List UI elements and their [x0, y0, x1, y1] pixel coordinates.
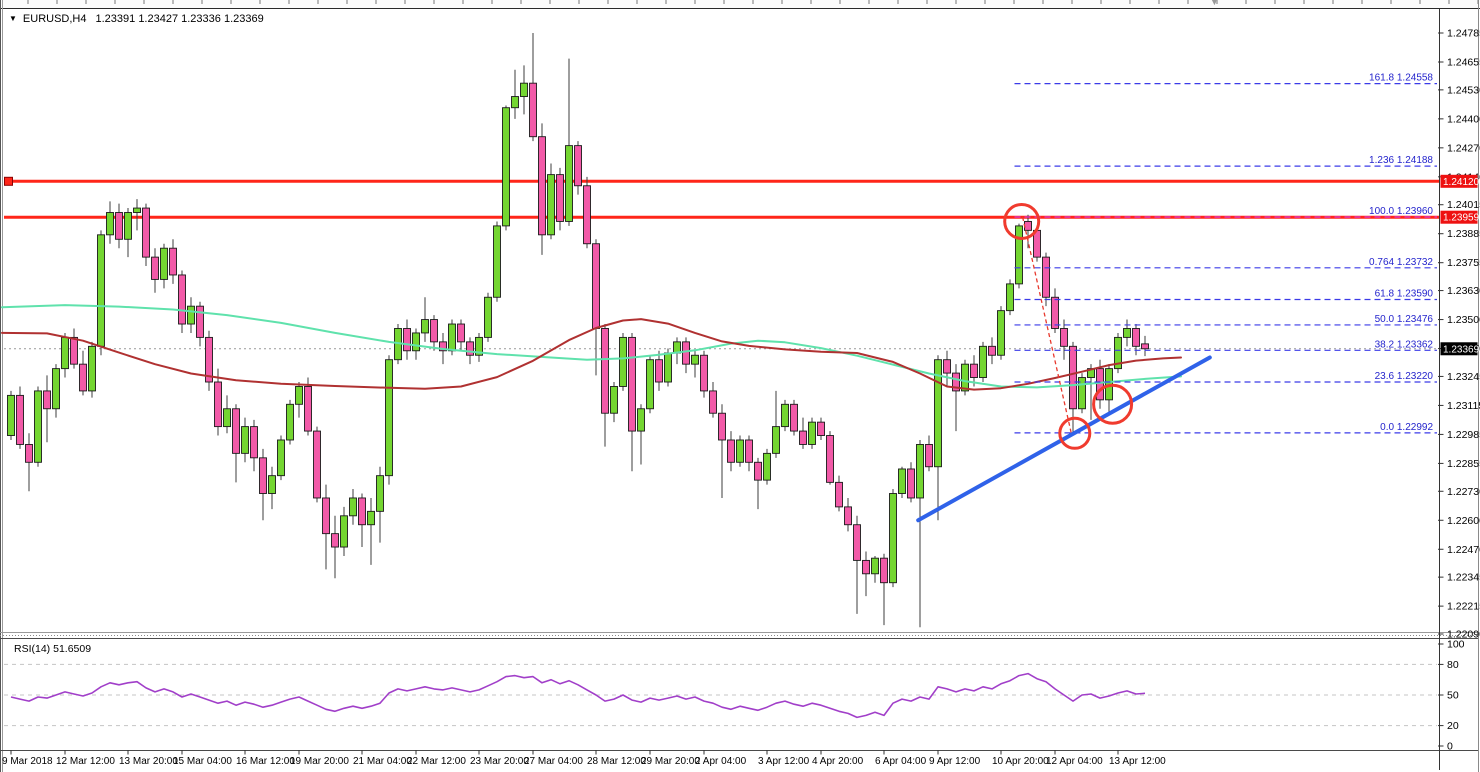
svg-text:1.23369: 1.23369: [1443, 344, 1480, 355]
svg-text:1.23245: 1.23245: [1447, 371, 1480, 383]
price-axis[interactable]: 1.24785 1.24655 1.24530 1.24400 1.24270 1.241…: [1438, 9, 1480, 770]
svg-text:1.24655: 1.24655: [1447, 56, 1480, 68]
rsi-line: [10, 672, 1146, 719]
fib-connector-line[interactable]: [1021, 216, 1072, 433]
toolbar-bottom-strip: ▼: [0, 0, 1480, 9]
svg-text:0.0 1.22992: 0.0 1.22992: [1380, 422, 1433, 433]
svg-text:80: 80: [1447, 659, 1459, 671]
chart-title: ▼ EURUSD,H4 1.23391 1.23427 1.23336 1.2336…: [9, 13, 264, 25]
svg-text:50.0 1.23476: 50.0 1.23476: [1375, 314, 1434, 325]
svg-text:1.23630: 1.23630: [1447, 285, 1480, 297]
highlight-circles[interactable]: [1003, 202, 1134, 450]
svg-text:1.236 1.24188: 1.236 1.24188: [1369, 155, 1433, 166]
svg-text:1.22470: 1.22470: [1447, 544, 1480, 556]
svg-text:10 Apr 20:00: 10 Apr 20:00: [992, 756, 1049, 767]
chart-dropdown-icon[interactable]: ▼: [9, 14, 17, 23]
svg-text:61.8 1.23590: 61.8 1.23590: [1375, 288, 1434, 299]
svg-text:1.23115: 1.23115: [1447, 400, 1480, 412]
svg-text:13 Apr 12:00: 13 Apr 12:00: [1109, 756, 1166, 767]
ma-red-line: [1, 318, 1182, 391]
line-handle[interactable]: [4, 176, 13, 186]
svg-text:12 Apr 04:00: 12 Apr 04:00: [1046, 756, 1103, 767]
candles: [7, 33, 1149, 628]
highlight-circle-2[interactable]: [1058, 416, 1092, 450]
svg-text:13 Mar 20:00: 13 Mar 20:00: [119, 756, 178, 767]
svg-text:0.764 1.23732: 0.764 1.23732: [1369, 257, 1433, 268]
trendline[interactable]: [916, 355, 1212, 523]
svg-text:2 Apr 04:00: 2 Apr 04:00: [695, 756, 747, 767]
price-axis-area[interactable]: [1439, 9, 1479, 750]
window-left-border: [0, 0, 1, 772]
svg-text:100: 100: [1447, 639, 1465, 651]
svg-text:29 Mar 20:00: 29 Mar 20:00: [641, 756, 700, 767]
svg-text:1.24120: 1.24120: [1443, 177, 1480, 188]
highlight-circle-1[interactable]: [1003, 202, 1041, 240]
svg-text:1.24785: 1.24785: [1447, 28, 1480, 40]
price-tag-1.23959: 1.23959: [1440, 210, 1480, 224]
fibonacci-retracement[interactable]: 161.8 1.24558 1.236 1.24188 100.0 1.23960 0…: [1014, 73, 1438, 434]
svg-text:50: 50: [1447, 690, 1459, 702]
svg-text:1.22090: 1.22090: [1447, 629, 1480, 641]
strip-caret-icon: ▼: [1210, 0, 1219, 7]
rsi-panel: [0, 663, 1478, 751]
svg-text:1.22730: 1.22730: [1447, 486, 1480, 498]
svg-text:6 Apr 04:00: 6 Apr 04:00: [875, 756, 927, 767]
svg-text:21 Mar 04:00: 21 Mar 04:00: [353, 756, 412, 767]
svg-text:1.23885: 1.23885: [1447, 228, 1480, 240]
svg-text:161.8 1.24558: 161.8 1.24558: [1369, 73, 1433, 84]
svg-text:23.6 1.23220: 23.6 1.23220: [1375, 371, 1434, 382]
svg-text:1.22215: 1.22215: [1447, 601, 1480, 613]
svg-text:9 Mar 2018: 9 Mar 2018: [2, 756, 53, 767]
svg-text:9 Apr 12:00: 9 Apr 12:00: [929, 756, 981, 767]
chart-symbol-timeframe: EURUSD,H4: [22, 13, 87, 25]
main-plot-area[interactable]: [4, 9, 1437, 632]
svg-text:1.22345: 1.22345: [1447, 572, 1480, 584]
svg-text:1.22985: 1.22985: [1447, 429, 1480, 441]
current-price-tag: 1.23369: [1440, 342, 1480, 356]
window-left-border-inner: [2, 0, 3, 772]
svg-text:23 Mar 20:00: 23 Mar 20:00: [470, 756, 529, 767]
svg-text:15 Mar 04:00: 15 Mar 04:00: [173, 756, 232, 767]
price-tag-1.24120: 1.24120: [1440, 174, 1480, 188]
highlight-circle-3[interactable]: [1092, 383, 1134, 425]
svg-text:1.23959: 1.23959: [1443, 213, 1480, 224]
svg-text:1.24530: 1.24530: [1447, 84, 1480, 96]
panel-splitter[interactable]: [0, 632, 1478, 639]
svg-text:1.24400: 1.24400: [1447, 113, 1480, 125]
svg-text:1.23755: 1.23755: [1447, 257, 1480, 269]
svg-text:28 Mar 12:00: 28 Mar 12:00: [587, 756, 646, 767]
svg-text:20: 20: [1447, 720, 1459, 732]
svg-text:0: 0: [1447, 741, 1453, 753]
window-right-border: [1478, 0, 1479, 772]
svg-text:12 Mar 12:00: 12 Mar 12:00: [56, 756, 115, 767]
rsi-axis[interactable]: 100 80 50 20 0: [1438, 639, 1465, 753]
chart-panes: [4, 9, 1478, 770]
svg-text:19 Mar 20:00: 19 Mar 20:00: [290, 756, 349, 767]
svg-text:27 Mar 04:00: 27 Mar 04:00: [524, 756, 583, 767]
svg-text:1.22600: 1.22600: [1447, 515, 1480, 527]
time-axis-area[interactable]: [4, 750, 1474, 770]
svg-text:38.2 1.23362: 38.2 1.23362: [1375, 339, 1434, 350]
svg-text:16 Mar 12:00: 16 Mar 12:00: [236, 756, 295, 767]
svg-text:4 Apr 20:00: 4 Apr 20:00: [812, 756, 864, 767]
rsi-current-value: 51.6509: [53, 643, 92, 655]
svg-text:1.23500: 1.23500: [1447, 314, 1480, 326]
rsi-indicator-label: RSI(14) 51.6509: [14, 643, 92, 655]
svg-text:3 Apr 12:00: 3 Apr 12:00: [758, 756, 810, 767]
svg-text:1.24015: 1.24015: [1447, 199, 1480, 211]
chart-ohlc-values: 1.23391 1.23427 1.23336 1.23369: [95, 13, 264, 25]
svg-text:1.24270: 1.24270: [1447, 142, 1480, 154]
svg-text:100.0 1.23960: 100.0 1.23960: [1369, 206, 1433, 217]
svg-text:22 Mar 12:00: 22 Mar 12:00: [407, 756, 466, 767]
svg-text:1.22855: 1.22855: [1447, 458, 1480, 470]
